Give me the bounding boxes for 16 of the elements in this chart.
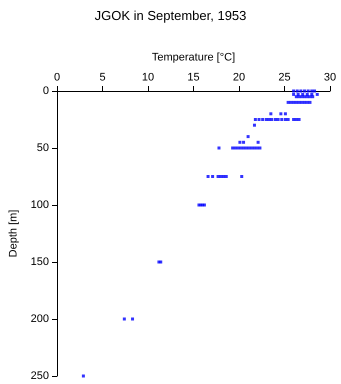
x-tick-label: 30: [324, 72, 336, 84]
x-tick-label: 20: [232, 72, 246, 84]
y-tick-label: 0: [42, 85, 49, 97]
x-tick-label: 15: [187, 72, 200, 84]
y-tick-label: 200: [30, 313, 49, 325]
y-tick-label: 50: [36, 142, 49, 154]
x-tick-label: 0: [54, 72, 60, 84]
y-tick-label: 250: [30, 370, 49, 382]
y-tick-label: 150: [30, 256, 49, 268]
chart-title: JGOK in September, 1953: [94, 8, 246, 23]
y-axis-title: Depth [m]: [8, 210, 20, 258]
x-tick-label: 25: [278, 72, 291, 84]
x-tick-label: 10: [142, 72, 154, 84]
x-axis-title: Temperature [°C]: [152, 52, 236, 64]
x-tick-label: 5: [99, 72, 106, 84]
y-tick-label: 100: [30, 199, 49, 211]
